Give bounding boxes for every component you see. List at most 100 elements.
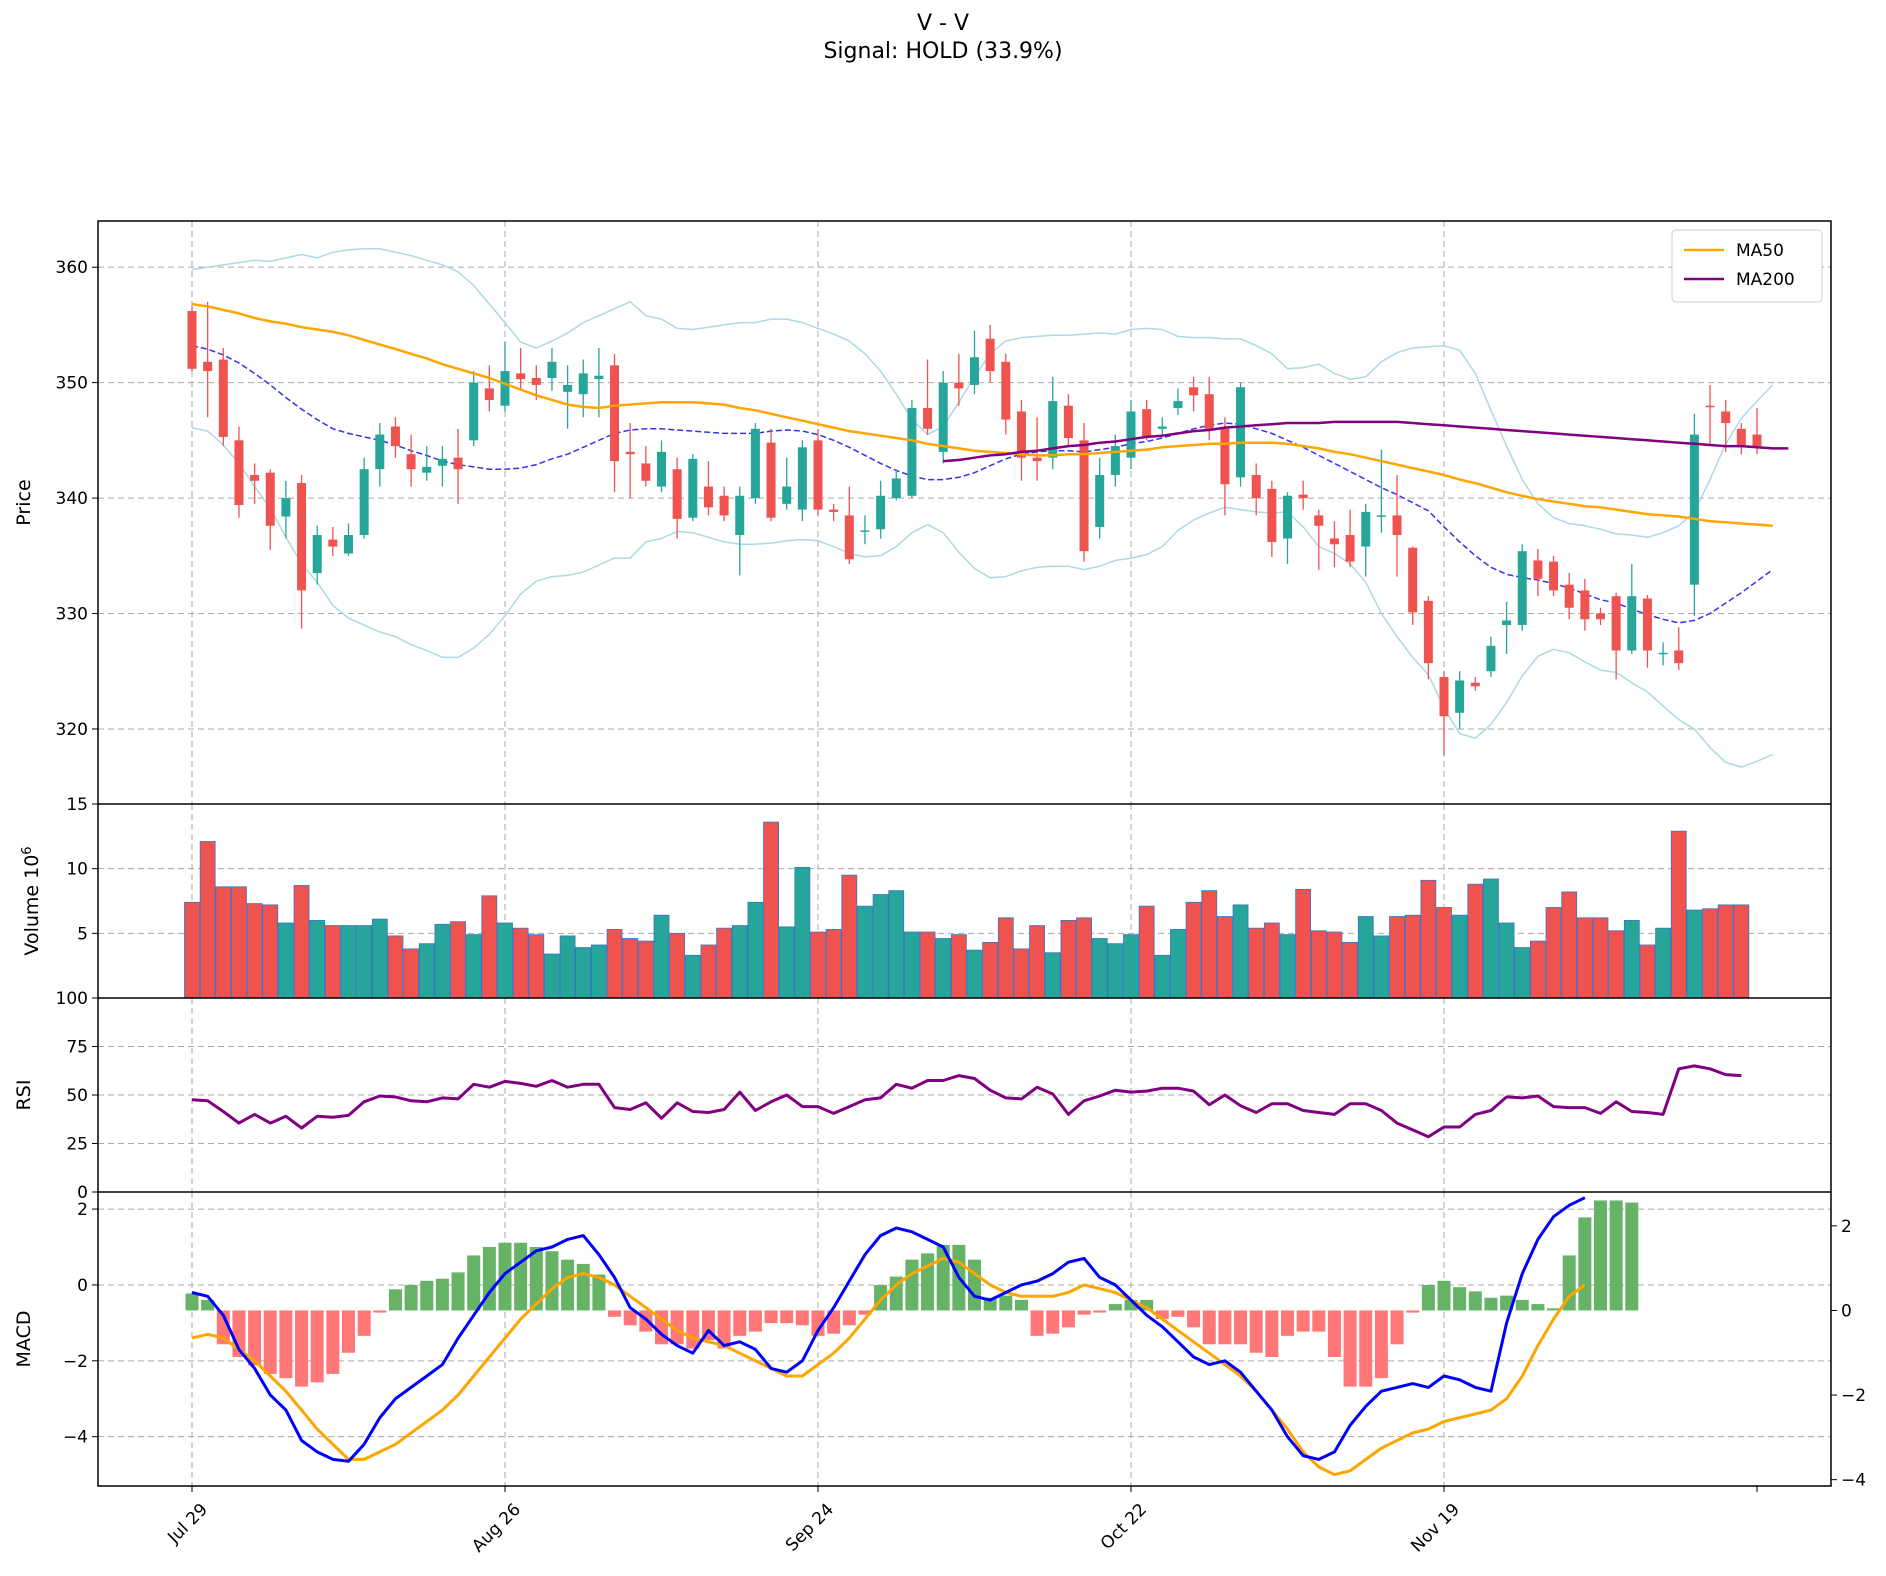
- bollinger-lower-line: [191, 426, 1774, 768]
- macd-histogram-bar: [201, 1299, 215, 1311]
- volume-bar: [1217, 916, 1233, 999]
- macd-histogram-bar: [968, 1259, 981, 1311]
- candle-body: [1329, 538, 1339, 545]
- macd-histogram-bar: [842, 1310, 856, 1326]
- volume-bar: [1451, 914, 1468, 999]
- candle-body: [1611, 596, 1621, 651]
- candle-body: [1564, 584, 1574, 608]
- candle-body: [985, 338, 995, 372]
- volume-bar: [1310, 930, 1327, 999]
- macd-histogram-bar: [827, 1310, 841, 1334]
- candle-body: [672, 469, 682, 519]
- macd-histogram-bar: [514, 1242, 528, 1311]
- macd-histogram-bar: [1061, 1310, 1075, 1328]
- macd-histogram-bar: [326, 1310, 340, 1374]
- candle-body: [1110, 446, 1120, 475]
- macd-histogram-bar: [1187, 1310, 1201, 1328]
- candle-body: [312, 535, 322, 574]
- ma200-line: [943, 420, 1789, 463]
- candle-body: [359, 469, 369, 536]
- candle-body: [250, 474, 260, 481]
- volume-bar: [1029, 925, 1045, 999]
- candle-body: [860, 530, 870, 532]
- macd-histogram-bar: [1265, 1310, 1279, 1357]
- macd-tick-label: 2: [77, 1200, 88, 1220]
- candle-body: [1283, 495, 1292, 539]
- candle-body: [1001, 361, 1011, 420]
- chart-title-block: V - V Signal: HOLD (33.9%): [0, 10, 1886, 66]
- volume-bar: [1404, 914, 1421, 999]
- rsi-tick-label: 0: [77, 1183, 88, 1203]
- candle-body: [1752, 434, 1762, 447]
- volume-bar: [1060, 920, 1077, 999]
- candle-body: [844, 515, 854, 560]
- volume-bar: [1702, 908, 1718, 999]
- macd-histogram-bar: [1140, 1299, 1154, 1311]
- volume-bar: [857, 905, 873, 999]
- candle-body: [1627, 596, 1637, 651]
- candle-body: [1236, 387, 1246, 478]
- macd-histogram-bar: [1077, 1310, 1091, 1315]
- volume-bar: [1576, 917, 1593, 999]
- volume-tick-label: 10: [66, 860, 88, 880]
- volume-bar: [1154, 954, 1171, 999]
- macd-histogram-bar: [1500, 1295, 1514, 1311]
- volume-bar: [700, 944, 717, 999]
- volume-bar: [1263, 922, 1280, 999]
- volume-bar: [935, 938, 952, 999]
- candle-body: [1642, 598, 1652, 651]
- volume-bar: [950, 934, 967, 999]
- volume-bar: [575, 947, 592, 999]
- volume-bar: [1123, 934, 1139, 999]
- macd-histogram-bar: [451, 1272, 465, 1311]
- candle-body: [328, 539, 338, 547]
- candle-body: [954, 382, 964, 389]
- candle-body: [1126, 411, 1136, 458]
- macd-histogram-bar: [748, 1310, 762, 1332]
- rsi-tick-label: 75: [66, 1038, 88, 1058]
- candle-body: [1736, 428, 1746, 445]
- macd-signal-line: [191, 1256, 1586, 1477]
- macd-histogram-bar: [295, 1310, 309, 1387]
- macd-histogram-bar: [1327, 1310, 1341, 1357]
- candle-body: [578, 373, 588, 395]
- candle-body: [1079, 440, 1089, 552]
- volume-bar: [356, 925, 373, 999]
- candle-body: [500, 371, 510, 406]
- macd-histogram-bar: [1234, 1310, 1248, 1345]
- volume-axis-label: Volume 106: [20, 846, 43, 955]
- volume-bar: [1498, 922, 1515, 999]
- candle-body: [375, 434, 385, 470]
- bollinger-upper-line: [191, 247, 1774, 539]
- volume-bar: [778, 926, 795, 999]
- volume-bar: [904, 931, 920, 999]
- volume-bar: [794, 866, 811, 999]
- volume-bar: [199, 841, 216, 999]
- volume-bar: [1201, 890, 1218, 999]
- candle-body: [1298, 494, 1308, 499]
- volume-bar: [528, 934, 545, 999]
- macd-histogram-bar: [811, 1310, 825, 1336]
- volume-bar: [1389, 916, 1405, 999]
- volume-bar: [1733, 904, 1750, 999]
- volume-bar: [997, 917, 1014, 999]
- volume-bar: [1561, 891, 1578, 999]
- candle-body: [1220, 428, 1230, 485]
- candle-body: [735, 495, 745, 536]
- macd-histogram-bar: [1531, 1304, 1545, 1311]
- candles-group: [187, 301, 1762, 756]
- volume-bar: [1279, 934, 1296, 999]
- volume-bar: [246, 903, 263, 999]
- macd-histogram-bar: [1046, 1310, 1060, 1334]
- macd-histogram-bar: [1437, 1280, 1451, 1311]
- price-legend: MA50 MA200: [1671, 229, 1823, 303]
- candle-body: [234, 440, 244, 505]
- volume-bar: [1717, 904, 1734, 999]
- candle-body: [516, 373, 526, 380]
- macd-histogram-bar: [545, 1251, 559, 1311]
- price-tick-label: 360: [56, 258, 88, 278]
- volume-bar: [1592, 917, 1609, 999]
- volume-bar: [231, 886, 247, 999]
- candle-body: [390, 426, 400, 447]
